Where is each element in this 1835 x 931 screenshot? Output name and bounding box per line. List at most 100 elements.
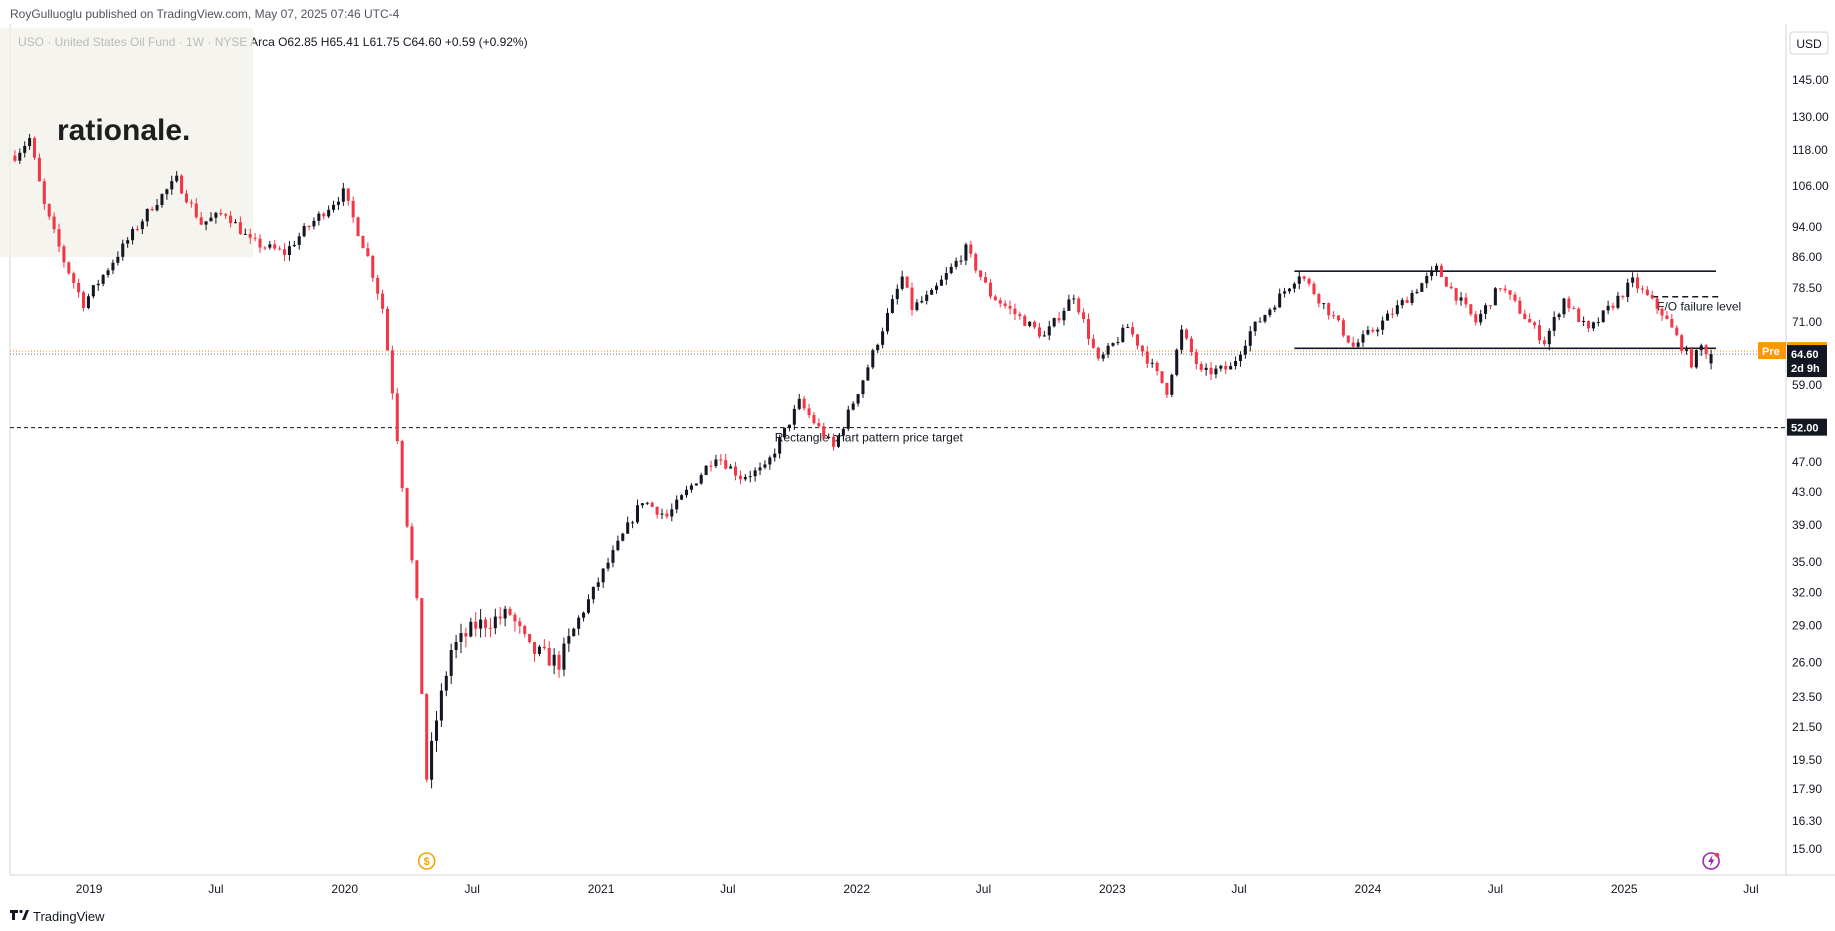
time-tick-label: Jul xyxy=(1488,882,1503,896)
candle-down xyxy=(1636,273,1640,294)
candle-down xyxy=(817,418,821,429)
candle-down xyxy=(1523,309,1527,320)
price-tick-label: 94.00 xyxy=(1792,220,1822,234)
price-tick-label: 26.00 xyxy=(1792,656,1822,670)
candle-body xyxy=(1341,320,1345,336)
candle-up xyxy=(341,182,345,206)
candle-body xyxy=(469,621,473,637)
price-tick-label: 29.00 xyxy=(1792,619,1822,633)
candle-down xyxy=(13,150,17,163)
dividend-icon[interactable]: $ xyxy=(417,852,436,870)
candle-body xyxy=(91,285,95,297)
candle-body xyxy=(1258,321,1262,323)
candle-down xyxy=(1503,285,1507,293)
candle-body xyxy=(787,424,791,428)
candle-body xyxy=(1121,327,1125,342)
candle-up xyxy=(1376,327,1380,337)
candle-up xyxy=(101,274,105,287)
candle-body xyxy=(238,222,242,235)
candle-down xyxy=(832,433,836,451)
candle-body xyxy=(1008,305,1012,309)
candle-down xyxy=(1518,296,1522,315)
candle-body xyxy=(1449,286,1453,289)
candle-body xyxy=(1086,319,1091,339)
candle-body xyxy=(640,503,644,506)
candle-up xyxy=(876,343,880,353)
candle-up xyxy=(964,242,968,266)
candle-body xyxy=(934,285,939,290)
candle-down xyxy=(1640,285,1644,294)
candle-down xyxy=(189,199,193,208)
candle-down xyxy=(1533,320,1537,329)
candle-body xyxy=(1381,320,1385,330)
candle-up xyxy=(140,219,144,235)
candle-body xyxy=(1332,315,1336,317)
candle-down xyxy=(1091,334,1095,349)
candle-body xyxy=(1454,288,1458,301)
candle-body xyxy=(1390,313,1394,315)
candle-body xyxy=(812,415,816,424)
candle-up xyxy=(170,175,174,195)
candle-body xyxy=(964,244,968,261)
candle-body xyxy=(1704,345,1708,354)
candle-body xyxy=(1528,319,1532,323)
candle-body xyxy=(665,513,669,517)
candle-down xyxy=(483,616,488,637)
candle-down xyxy=(1209,362,1213,381)
candle-down xyxy=(366,242,370,258)
lightning-icon[interactable] xyxy=(1702,852,1720,870)
candle-body xyxy=(881,331,885,345)
candle-body xyxy=(493,616,497,629)
candle-body xyxy=(846,409,850,429)
candle-body xyxy=(611,550,615,563)
candle-body xyxy=(1694,350,1698,368)
candle-down xyxy=(533,641,537,662)
candle-body xyxy=(356,217,360,237)
candle-body xyxy=(714,459,718,467)
candle-up xyxy=(1126,323,1130,329)
candle-down xyxy=(135,225,139,232)
candle-body xyxy=(528,633,532,643)
tradingview-logo[interactable]: TradingView xyxy=(10,909,105,924)
candle-down xyxy=(1586,320,1591,333)
candle-body xyxy=(199,217,203,225)
candle-body xyxy=(915,302,919,310)
time-tick-label: Jul xyxy=(1743,882,1758,896)
candle-down xyxy=(351,196,355,223)
candle-body xyxy=(773,453,777,458)
candle-body xyxy=(425,694,429,780)
candle-up xyxy=(591,586,595,604)
candle-body xyxy=(792,408,796,425)
candle-body xyxy=(1435,265,1439,271)
publish-info: RoyGulluoglu published on TradingView.co… xyxy=(10,7,400,21)
candle-up xyxy=(1067,294,1071,311)
currency-button[interactable] xyxy=(1789,31,1829,55)
candle-up xyxy=(743,474,747,482)
price-tick-label: 43.00 xyxy=(1792,485,1822,499)
candle-body xyxy=(1273,307,1277,310)
candle-up xyxy=(934,282,939,294)
candle-up xyxy=(233,219,238,224)
candle-up xyxy=(773,448,777,462)
candle-down xyxy=(1008,300,1012,315)
candle-body xyxy=(949,266,953,274)
candle-body xyxy=(586,599,590,613)
candle-body xyxy=(1444,276,1448,287)
candle-body xyxy=(336,201,340,205)
candle-down xyxy=(400,439,404,492)
candle-body xyxy=(312,220,316,227)
candle-up xyxy=(640,502,644,509)
candle-body xyxy=(180,175,184,194)
candle-body xyxy=(366,248,370,256)
candle-down xyxy=(998,297,1002,308)
candle-body xyxy=(939,279,943,286)
candle-up xyxy=(1425,272,1429,289)
candle-up xyxy=(1234,356,1238,370)
candle-down xyxy=(1665,311,1669,320)
candle-body xyxy=(1606,305,1610,311)
candle-up xyxy=(1248,326,1252,352)
price-tick-label: 47.00 xyxy=(1792,455,1822,469)
candle-down xyxy=(229,210,233,228)
candle-down xyxy=(47,203,51,220)
